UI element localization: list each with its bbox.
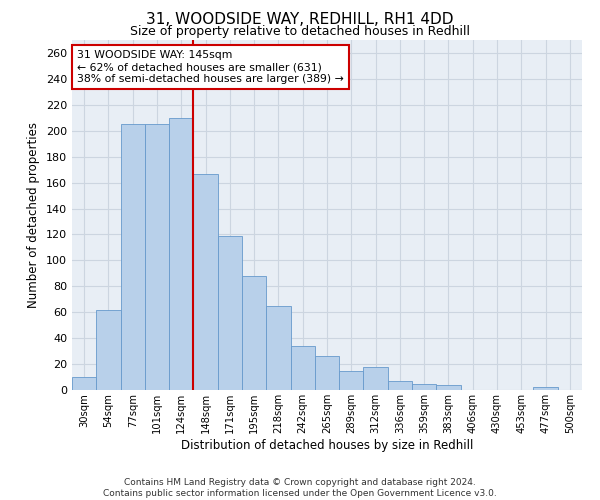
X-axis label: Distribution of detached houses by size in Redhill: Distribution of detached houses by size … bbox=[181, 438, 473, 452]
Bar bbox=[193, 174, 218, 390]
Bar bbox=[145, 124, 169, 390]
Bar bbox=[436, 385, 461, 390]
Bar bbox=[242, 276, 266, 390]
Text: Contains HM Land Registry data © Crown copyright and database right 2024.
Contai: Contains HM Land Registry data © Crown c… bbox=[103, 478, 497, 498]
Bar bbox=[218, 236, 242, 390]
Bar bbox=[388, 381, 412, 390]
Text: 31, WOODSIDE WAY, REDHILL, RH1 4DD: 31, WOODSIDE WAY, REDHILL, RH1 4DD bbox=[146, 12, 454, 28]
Bar bbox=[169, 118, 193, 390]
Y-axis label: Number of detached properties: Number of detached properties bbox=[28, 122, 40, 308]
Bar bbox=[315, 356, 339, 390]
Bar bbox=[533, 388, 558, 390]
Bar bbox=[364, 366, 388, 390]
Bar bbox=[266, 306, 290, 390]
Text: 31 WOODSIDE WAY: 145sqm
← 62% of detached houses are smaller (631)
38% of semi-d: 31 WOODSIDE WAY: 145sqm ← 62% of detache… bbox=[77, 50, 344, 84]
Bar bbox=[72, 377, 96, 390]
Bar bbox=[121, 124, 145, 390]
Bar bbox=[412, 384, 436, 390]
Bar bbox=[339, 370, 364, 390]
Bar bbox=[290, 346, 315, 390]
Bar bbox=[96, 310, 121, 390]
Text: Size of property relative to detached houses in Redhill: Size of property relative to detached ho… bbox=[130, 25, 470, 38]
